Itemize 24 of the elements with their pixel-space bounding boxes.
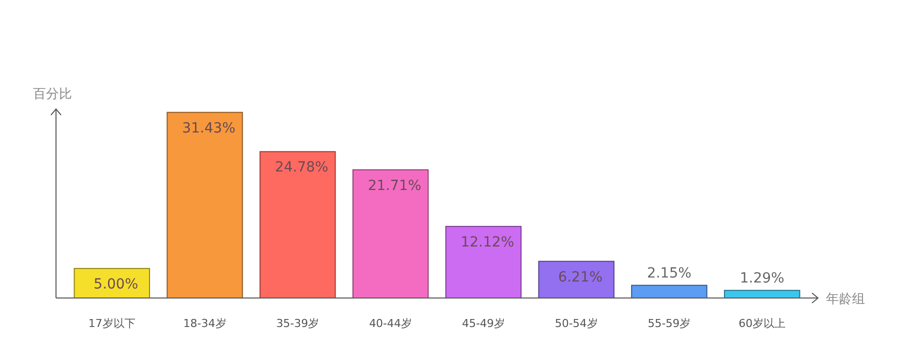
data-label: 21.71% <box>368 178 422 194</box>
x-tick-label: 35-39岁 <box>276 317 320 330</box>
bar <box>260 151 336 298</box>
x-tick-label: 40-44岁 <box>369 317 412 330</box>
data-label: 31.43% <box>182 120 236 136</box>
x-tick-label: 18-34岁 <box>183 317 226 330</box>
bar <box>166 112 243 298</box>
x-tick-label: 17岁以下 <box>88 317 136 330</box>
data-label: 12.12% <box>460 234 514 250</box>
y-axis-title: 百分比 <box>33 87 72 102</box>
bar <box>352 169 429 298</box>
x-tick-label: 50-54岁 <box>554 317 598 330</box>
data-label: 1.29% <box>740 270 784 286</box>
bar <box>538 260 614 298</box>
data-label: 2.15% <box>646 265 692 282</box>
x-tick-label: 60岁以上 <box>738 317 786 330</box>
data-label: 24.78% <box>274 160 328 176</box>
bar <box>631 284 708 298</box>
x-axis-title: 年龄组 <box>826 292 865 307</box>
bar <box>445 226 522 298</box>
data-label: 5.00% <box>94 276 138 292</box>
x-tick-label: 55-59岁 <box>648 317 691 330</box>
data-label: 6.21% <box>558 269 603 286</box>
x-tick-label: 45-49岁 <box>462 317 505 330</box>
